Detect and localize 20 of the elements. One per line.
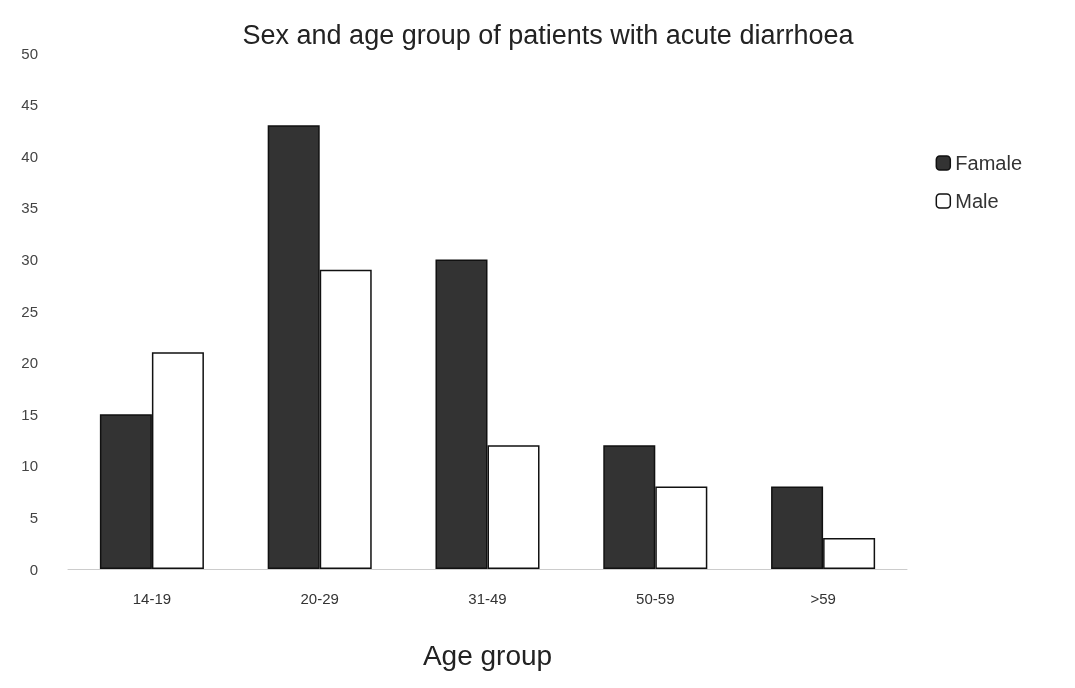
x-tick-label: 14-19	[132, 590, 172, 607]
x-tick-label: 20-29	[300, 590, 339, 607]
y-tick-label: 50	[21, 44, 38, 62]
y-tick-label: 40	[21, 147, 38, 165]
legend-label: Male	[955, 190, 999, 212]
y-tick-label: 5	[29, 508, 38, 526]
y-tick-label: 25	[21, 302, 38, 320]
y-tick-label: 30	[21, 250, 38, 268]
y-tick-label: 20	[21, 354, 38, 372]
y-tick-label: 15	[21, 405, 38, 423]
chart-title: Sex and age group of patients with acute diarrhoea	[242, 19, 855, 50]
y-tick-label: 0	[29, 560, 38, 578]
x-tick-label: 31-49	[468, 590, 507, 607]
y-tick-label: 45	[21, 96, 38, 114]
x-axis-title: Age group	[422, 639, 553, 671]
x-tick-label: 50-59	[636, 590, 675, 607]
y-tick-label: 35	[21, 199, 38, 217]
legend-label: Famale	[955, 152, 1023, 174]
y-tick-label: 10	[21, 457, 38, 475]
x-tick-label: >59	[810, 590, 836, 607]
